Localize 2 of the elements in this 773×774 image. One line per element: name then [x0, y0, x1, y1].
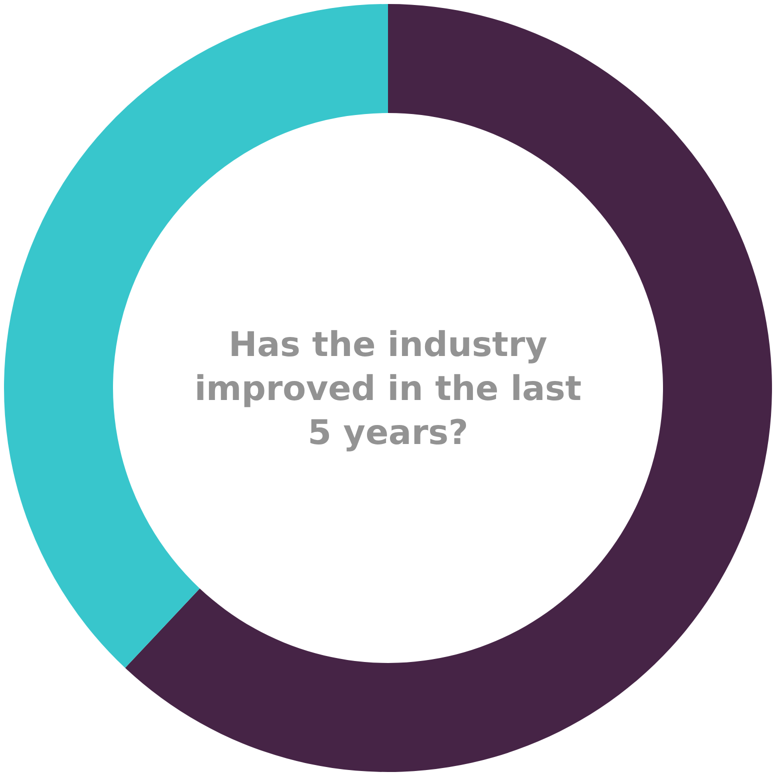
text: Has the industry improved in the last 5 years?	[194, 325, 582, 453]
donut-slice	[125, 4, 772, 772]
